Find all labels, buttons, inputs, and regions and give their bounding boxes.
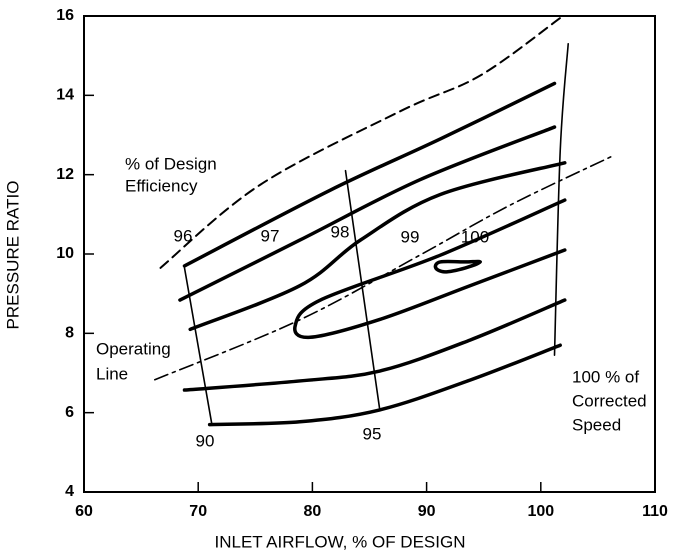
curve xyxy=(178,125,557,302)
curve xyxy=(344,169,381,411)
curve xyxy=(154,154,616,381)
y-tick-label: 6 xyxy=(65,404,74,421)
annotation: Efficiency xyxy=(125,176,198,195)
x-tick-label: 100 xyxy=(527,503,554,520)
annotation: 97 xyxy=(261,226,280,245)
curve xyxy=(553,42,570,356)
x-tick-label: 70 xyxy=(189,503,207,520)
annotation: 90 xyxy=(196,431,215,450)
x-tick-label: 60 xyxy=(75,503,93,520)
annotation: 99 xyxy=(401,227,420,246)
x-tick-label: 110 xyxy=(642,503,668,520)
curve xyxy=(183,267,213,426)
plot-frame xyxy=(83,15,656,493)
annotation: Corrected xyxy=(572,391,647,410)
x-axis-label: INLET AIRFLOW, % OF DESIGN xyxy=(215,532,466,551)
annotation: 95 xyxy=(363,424,382,443)
y-tick-label: 16 xyxy=(56,7,74,24)
curve xyxy=(182,298,567,392)
annotation: 100 xyxy=(461,227,489,246)
annotation: % of Design xyxy=(125,154,217,173)
annotation: 96 xyxy=(174,226,193,245)
y-axis-label: PRESSURE RATIO xyxy=(3,181,22,330)
curve xyxy=(433,259,483,274)
curve xyxy=(188,161,567,332)
y-tick-label: 4 xyxy=(65,483,74,500)
y-tick-label: 12 xyxy=(56,166,74,183)
annotation: Operating xyxy=(96,339,171,358)
y-tick-label: 10 xyxy=(56,245,74,262)
curve xyxy=(182,81,557,268)
curve xyxy=(293,198,567,340)
annotation: 98 xyxy=(331,222,350,241)
y-tick-label: 14 xyxy=(56,87,74,104)
x-tick-label: 90 xyxy=(418,503,436,520)
annotation: Line xyxy=(96,364,128,383)
x-tick-label: 80 xyxy=(304,503,322,520)
annotation: 100 % of xyxy=(572,367,639,386)
curve xyxy=(159,16,562,269)
y-tick-label: 8 xyxy=(65,325,74,342)
annotation: Speed xyxy=(572,415,621,434)
